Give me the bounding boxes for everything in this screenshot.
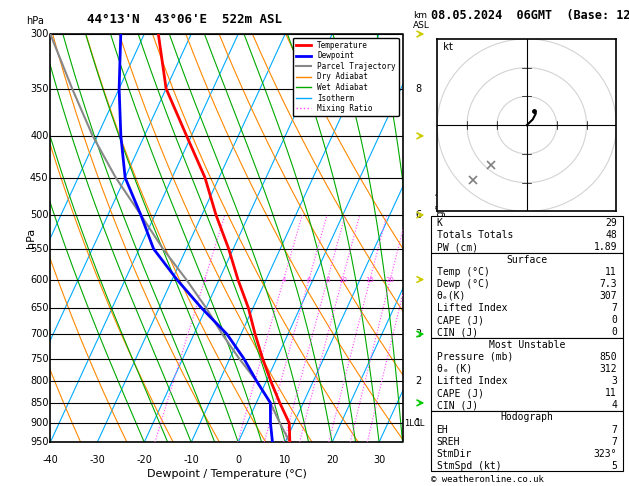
Text: K: K <box>437 218 442 228</box>
Text: 1LCL: 1LCL <box>404 418 425 428</box>
Text: CAPE (J): CAPE (J) <box>437 388 484 398</box>
Text: θₑ (K): θₑ (K) <box>437 364 472 374</box>
Text: 15: 15 <box>365 277 374 282</box>
Bar <box>431 338 623 411</box>
Text: Mixing Ratio (g/kg): Mixing Ratio (g/kg) <box>437 192 447 284</box>
Text: 550: 550 <box>30 243 48 254</box>
Text: 11: 11 <box>605 388 617 398</box>
Text: 800: 800 <box>30 376 48 386</box>
Text: Dewpoint / Temperature (°C): Dewpoint / Temperature (°C) <box>147 469 306 479</box>
Text: CIN (J): CIN (J) <box>437 400 478 410</box>
Text: θₑ(K): θₑ(K) <box>437 291 466 301</box>
Text: Temp (°C): Temp (°C) <box>437 267 489 277</box>
Text: Pressure (mb): Pressure (mb) <box>437 352 513 362</box>
Legend: Temperature, Dewpoint, Parcel Trajectory, Dry Adiabat, Wet Adiabat, Isotherm, Mi: Temperature, Dewpoint, Parcel Trajectory… <box>292 38 399 116</box>
Text: -20: -20 <box>136 454 152 465</box>
Text: PW (cm): PW (cm) <box>437 243 478 252</box>
Text: 3: 3 <box>611 376 617 386</box>
Text: kt: kt <box>443 42 455 52</box>
Text: 44°13'N  43°06'E  522m ASL: 44°13'N 43°06'E 522m ASL <box>87 13 282 26</box>
Text: 4: 4 <box>282 277 286 282</box>
Text: 300: 300 <box>30 29 48 39</box>
Text: EH: EH <box>437 425 448 434</box>
Text: 600: 600 <box>30 275 48 284</box>
Text: 8: 8 <box>325 277 330 282</box>
Text: hPa: hPa <box>26 228 36 248</box>
Text: 500: 500 <box>30 210 48 220</box>
Bar <box>431 411 623 471</box>
Text: 8: 8 <box>415 84 421 94</box>
Text: CAPE (J): CAPE (J) <box>437 315 484 325</box>
Text: 307: 307 <box>599 291 617 301</box>
Text: 6: 6 <box>415 210 421 220</box>
Text: 2: 2 <box>415 376 421 386</box>
Text: 323°: 323° <box>593 449 617 459</box>
Text: 1: 1 <box>415 418 421 428</box>
Text: -30: -30 <box>89 454 105 465</box>
Text: 0: 0 <box>235 454 242 465</box>
Text: 29: 29 <box>605 218 617 228</box>
Text: 10: 10 <box>279 454 291 465</box>
Text: Most Unstable: Most Unstable <box>489 340 565 349</box>
Text: StmSpd (kt): StmSpd (kt) <box>437 461 501 471</box>
Text: 0: 0 <box>611 328 617 337</box>
Text: 400: 400 <box>30 131 48 141</box>
Text: 7: 7 <box>611 303 617 313</box>
Text: 700: 700 <box>30 329 48 339</box>
Text: 7.3: 7.3 <box>599 279 617 289</box>
Text: 3: 3 <box>415 329 421 339</box>
Bar <box>431 253 623 338</box>
Text: 10: 10 <box>338 277 347 282</box>
Text: 850: 850 <box>30 398 48 408</box>
Text: hPa: hPa <box>26 16 43 26</box>
Text: © weatheronline.co.uk: © weatheronline.co.uk <box>431 474 543 484</box>
Text: 4: 4 <box>611 400 617 410</box>
Text: 20: 20 <box>326 454 338 465</box>
Text: 08.05.2024  06GMT  (Base: 12): 08.05.2024 06GMT (Base: 12) <box>431 9 629 22</box>
Text: 350: 350 <box>30 84 48 94</box>
Bar <box>431 216 623 253</box>
Text: Lifted Index: Lifted Index <box>437 376 507 386</box>
Text: 450: 450 <box>30 173 48 183</box>
Text: 0: 0 <box>611 315 617 325</box>
Text: StmDir: StmDir <box>437 449 472 459</box>
Text: 650: 650 <box>30 303 48 313</box>
Text: 11: 11 <box>605 267 617 277</box>
Text: 900: 900 <box>30 418 48 428</box>
Text: 7: 7 <box>611 437 617 447</box>
Text: 20: 20 <box>386 277 395 282</box>
Text: Dewp (°C): Dewp (°C) <box>437 279 489 289</box>
Text: km
ASL: km ASL <box>413 11 430 30</box>
Text: 750: 750 <box>30 353 48 364</box>
Text: Lifted Index: Lifted Index <box>437 303 507 313</box>
Text: 30: 30 <box>373 454 385 465</box>
Text: 1.89: 1.89 <box>593 243 617 252</box>
Text: 6: 6 <box>307 277 311 282</box>
Text: -40: -40 <box>42 454 58 465</box>
Text: 312: 312 <box>599 364 617 374</box>
Text: 1: 1 <box>203 277 207 282</box>
Text: Hodograph: Hodograph <box>500 413 554 422</box>
Text: SREH: SREH <box>437 437 460 447</box>
Text: 5: 5 <box>611 461 617 471</box>
Text: Totals Totals: Totals Totals <box>437 230 513 240</box>
Text: Surface: Surface <box>506 255 547 264</box>
Text: 7: 7 <box>611 425 617 434</box>
Text: 950: 950 <box>30 437 48 447</box>
Text: 850: 850 <box>599 352 617 362</box>
Text: CIN (J): CIN (J) <box>437 328 478 337</box>
Text: -10: -10 <box>183 454 199 465</box>
Text: 48: 48 <box>605 230 617 240</box>
